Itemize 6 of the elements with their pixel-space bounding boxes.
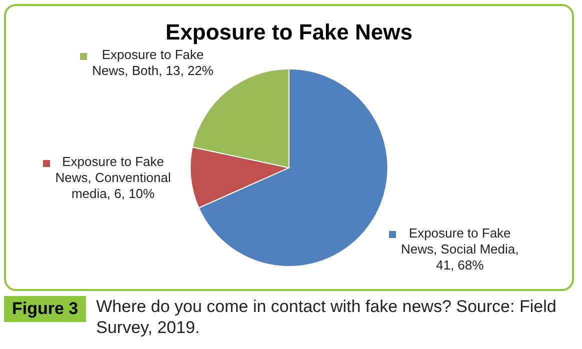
caption: Figure 3 (4, 296, 86, 322)
chart-title: Exposure to Fake News (166, 19, 412, 44)
data-label: Exposure to Fake News, Conventional media, 6, 10% (55, 154, 171, 201)
data-label: Exposure to Fake News, Both, 13, 22% (92, 47, 214, 78)
data-label: Exposure to Fake News, Social Media, 41, 68% (400, 225, 519, 272)
text: Where do you come in contact with fake news? Source: Field Survey, 2019. (96, 296, 558, 338)
